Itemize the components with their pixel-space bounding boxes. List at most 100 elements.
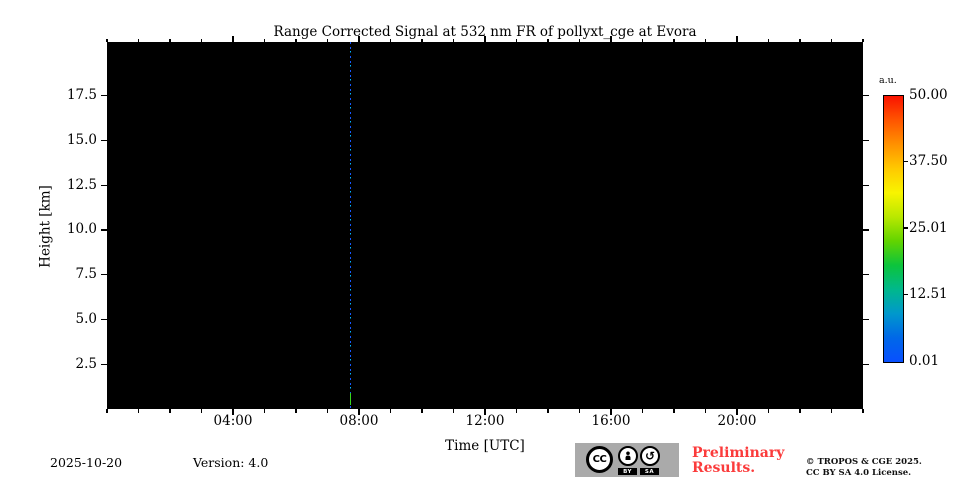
x-tick-minor <box>830 409 833 413</box>
plot-title: Range Corrected Signal at 532 nm FR of p… <box>273 24 697 40</box>
x-tick-minor-top <box>421 38 423 42</box>
y-tick-left <box>101 318 107 321</box>
x-tick-minor-top <box>799 38 801 42</box>
profile-line-ground-segment <box>349 393 351 405</box>
colorbar-tick <box>903 160 908 163</box>
x-tick-minor <box>578 409 581 413</box>
x-tick-minor-top <box>704 38 707 42</box>
y-tick-label: 10.0 <box>66 221 97 238</box>
cc-icon: CC <box>586 446 613 473</box>
x-tick-major-top <box>232 36 234 42</box>
copyright-line-1: © TROPOS & CGE 2025. <box>806 457 922 467</box>
colorbar-tick-label: 12.51 <box>909 286 948 302</box>
x-tick-minor <box>452 409 455 413</box>
x-tick-minor <box>295 409 297 413</box>
x-tick-minor <box>547 409 549 413</box>
lidar-profile-line <box>349 42 351 409</box>
y-tick-right <box>863 363 869 365</box>
x-tick-label: 12:00 <box>465 413 505 429</box>
y-tick-left <box>101 363 107 365</box>
copyright-note: © TROPOS & CGE 2025. CC BY SA 4.0 Licens… <box>806 457 922 478</box>
y-tick-label: 5.0 <box>75 310 97 327</box>
colorbar-tick-label: 0.01 <box>909 352 940 369</box>
y-tick-label: 15.0 <box>66 131 97 148</box>
y-tick-right <box>863 95 869 97</box>
x-tick-minor-top <box>106 38 108 42</box>
footer-date: 2025-10-20 <box>50 455 123 470</box>
x-tick-major-top <box>610 36 612 42</box>
x-tick-minor <box>673 409 675 413</box>
x-tick-minor-top <box>767 38 770 42</box>
x-tick-minor <box>169 409 171 413</box>
x-tick-major <box>358 409 360 415</box>
y-tick-left <box>101 229 107 231</box>
y-axis-label: Height [km] <box>37 185 54 268</box>
x-tick-minor <box>704 409 707 413</box>
x-tick-minor-top <box>200 38 203 42</box>
x-tick-minor-top <box>169 38 171 42</box>
x-tick-minor <box>263 409 266 413</box>
x-tick-label: 20:00 <box>717 413 757 429</box>
x-tick-minor-top <box>263 38 266 42</box>
x-tick-major <box>736 409 738 415</box>
share-alike-arrow-icon: ↺ <box>644 449 656 463</box>
x-tick-minor <box>641 409 644 413</box>
x-tick-minor-top <box>326 38 329 42</box>
x-tick-minor <box>326 409 329 413</box>
x-tick-label: 04:00 <box>213 413 253 429</box>
x-tick-minor <box>421 409 423 413</box>
x-tick-label: 16:00 <box>591 413 631 429</box>
colorbar <box>883 95 904 363</box>
by-attribution-icon <box>618 446 638 466</box>
x-tick-minor <box>106 409 108 413</box>
footer-version: Version: 4.0 <box>193 455 269 470</box>
colorbar-tick <box>903 227 908 229</box>
colorbar-tick-label: 37.50 <box>909 153 948 169</box>
by-label: BY <box>618 468 637 475</box>
y-tick-label: 17.5 <box>66 87 97 104</box>
y-tick-right <box>863 184 869 186</box>
y-tick-left <box>101 95 107 97</box>
y-tick-label: 12.5 <box>66 176 97 193</box>
x-tick-minor-top <box>830 38 833 42</box>
y-tick-right <box>863 229 869 231</box>
x-tick-minor <box>200 409 203 413</box>
x-tick-minor <box>389 409 392 413</box>
y-tick-label: 2.5 <box>75 355 97 372</box>
y-tick-left <box>101 274 107 276</box>
x-tick-minor <box>799 409 801 413</box>
colorbar-unit-label: a.u. <box>879 75 897 86</box>
colorbar-tick <box>903 293 908 296</box>
colorbar-tick-label: 25.01 <box>909 219 948 236</box>
y-tick-left <box>101 139 107 142</box>
x-tick-major-top <box>736 36 738 42</box>
sa-label: SA <box>640 468 659 475</box>
x-tick-minor-top <box>578 38 581 42</box>
x-tick-major-top <box>484 36 486 42</box>
x-tick-minor <box>767 409 770 413</box>
y-tick-left <box>101 184 107 186</box>
x-tick-minor-top <box>515 38 518 42</box>
x-tick-major-top <box>358 36 360 42</box>
plot-area <box>107 42 863 409</box>
cc-license-badge: CC ↺ BY SA <box>575 443 679 477</box>
x-tick-minor <box>862 409 864 413</box>
y-tick-right <box>863 318 869 321</box>
colorbar-tick-label: 50.00 <box>909 86 948 103</box>
y-tick-right <box>863 274 869 276</box>
x-tick-major <box>232 409 234 415</box>
cc-icon-text: CC <box>592 454 607 465</box>
person-icon <box>625 451 631 460</box>
x-tick-minor <box>515 409 518 413</box>
x-tick-minor-top <box>641 38 644 42</box>
y-tick-label: 7.5 <box>75 266 97 283</box>
copyright-line-2: CC BY SA 4.0 License. <box>806 467 912 478</box>
x-tick-minor-top <box>547 38 549 42</box>
x-tick-minor-top <box>389 38 392 42</box>
preliminary-line-1: Preliminary <box>692 445 785 461</box>
y-tick-right <box>863 139 869 142</box>
preliminary-results-note: Preliminary Results. <box>692 446 784 476</box>
x-tick-minor-top <box>673 38 675 42</box>
x-tick-major <box>610 409 612 415</box>
x-axis-label: Time [UTC] <box>445 438 525 454</box>
